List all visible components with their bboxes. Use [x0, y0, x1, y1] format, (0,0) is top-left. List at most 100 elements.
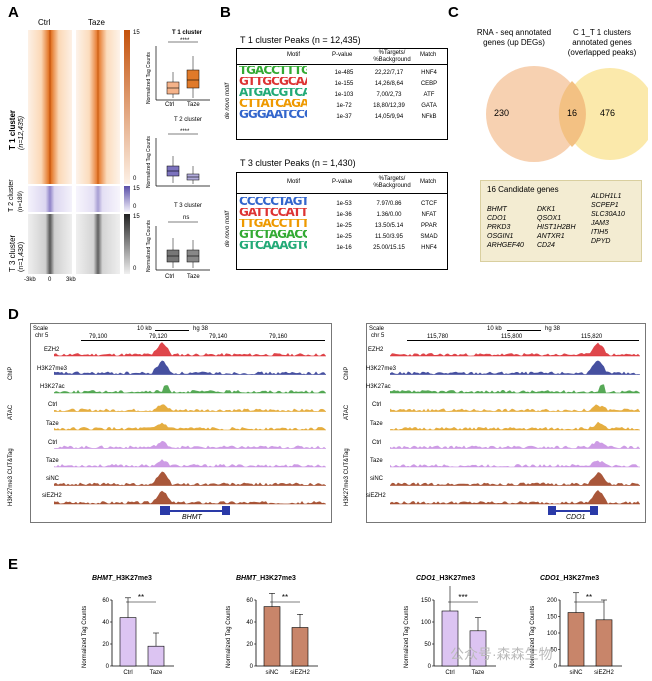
b-t1-title: T 1 cluster Peaks (n = 12,435) [240, 35, 361, 45]
p-value: 1e-103 [325, 89, 363, 100]
p-value: 1e-16 [325, 242, 363, 253]
boxplots-a [148, 28, 218, 290]
y-tick-label: 0 [106, 664, 110, 670]
scale-t3-max: 15 [133, 214, 140, 220]
track-signal-sinc [390, 472, 640, 485]
candidate-genes-box: 16 Candidate genes BHMT CDO1 PRKD3 OSGIN… [480, 180, 642, 262]
b-t3-table: de novo motif Motif P-value %Targets/ %B… [236, 172, 448, 270]
table-row: 1e-1037,00/2,73ATF [325, 89, 443, 100]
heatmap-t2-ctrl [28, 186, 72, 212]
b-t1-logos: TGACCTTTGACC GTTGCGCAAT ATGACGTCAT CTTAT… [239, 66, 307, 121]
panel-a-letter: A [8, 4, 19, 21]
b-t1-side-label: de novo motif [225, 83, 231, 119]
b-t3-side-label: de novo motif [225, 211, 231, 247]
chr-left: chr 5 [35, 333, 48, 339]
table-row: 1e-537.97/0.86CTCF [325, 198, 443, 209]
box-t1-xtaze: Taze [187, 102, 200, 108]
kb-left: 10 kb [137, 326, 152, 332]
b-t1-values: 1e-48522,22/7,17HNF4 1e-15514,26/8,64CEB… [325, 67, 443, 122]
table-row: 1e-3714,05/9,94NFkB [325, 111, 443, 122]
targets: 18,80/12,39 [363, 100, 415, 111]
scale-t3-min: 0 [133, 266, 136, 272]
box-t3-ylabel: Normalized Tag Counts [146, 220, 152, 272]
list-item: CDO1 [487, 214, 524, 223]
heatmap-t3-ctrl [28, 214, 72, 274]
p-value: 1e-25 [325, 231, 363, 242]
kb-bar-right [507, 330, 541, 331]
bar-chart-e2: 0204060siNCsiEZH2** [234, 586, 324, 680]
x-tick-label: Taze [472, 670, 485, 676]
y-tick-label: 20 [246, 642, 253, 648]
match: CTCF [415, 198, 443, 209]
x-tick-label: siNC [266, 670, 280, 676]
scale-t1 [124, 30, 130, 184]
b-t3-hdr-motif: Motif [287, 179, 300, 185]
track-signal-atac-taze [390, 422, 640, 430]
scale-word-right: Scale [369, 326, 384, 332]
gene-exon-bhmt-2 [222, 506, 230, 515]
box-t2-sig: **** [180, 129, 189, 135]
sig-label: ** [138, 593, 144, 602]
track-signal-ct-ctrl [54, 441, 326, 449]
y-tick-label: 20 [102, 642, 109, 648]
table-row: 1e-1625.00/15.15HNF4 [325, 242, 443, 253]
row-t2-label: T 2 cluster [8, 179, 15, 212]
y-tick-label: 40 [246, 620, 253, 626]
b-t3-title: T 3 cluster Peaks (n = 1,430) [240, 158, 356, 168]
panel-e-letter: E [8, 556, 18, 573]
boxplot-t2 [156, 134, 210, 186]
sig-label: *** [458, 593, 467, 602]
p-value: 1e-53 [325, 198, 363, 209]
y-tick-label: 100 [547, 631, 558, 637]
group-chip-left: ChIP [8, 367, 14, 380]
list-item: ITIH5 [591, 228, 625, 237]
track-signal-siezh2 [54, 491, 326, 504]
list-item: CD24 [537, 241, 576, 250]
b-t3-logos: CCCCCTAGTGG GATTCCATTCAA TTGACCTTTG GTCT… [239, 197, 307, 252]
axis-zero: 0 [48, 277, 51, 283]
row-t2-n: (n=189) [18, 191, 24, 212]
chr-right: chr 5 [371, 333, 384, 339]
x-tick-label: siEZH2 [290, 670, 310, 676]
venn-left-count: 230 [494, 108, 509, 118]
track-signal-ct-taze [54, 459, 326, 467]
b-t1-hdr-motif: Motif [287, 52, 300, 58]
targets: 11.50/3.95 [363, 231, 415, 242]
boxplot-t3 [156, 222, 210, 270]
gene-label-bhmt: BHMT [182, 514, 202, 521]
track-signal-h3k27ac [54, 385, 326, 393]
list-item: BHMT [487, 205, 524, 214]
sig-label: ** [586, 593, 592, 602]
scale-t1-min: 0 [133, 176, 136, 182]
gene-col-2: DKK1 QSOX1 HIST1H2BH ANTXR1 CD24 [537, 205, 576, 250]
y-tick-label: 40 [102, 620, 109, 626]
x-tick-label: siNC [570, 670, 584, 676]
bar-siNC [264, 607, 280, 666]
bar-chart-e4: 050100150200siNCsiEZH2** [538, 586, 628, 680]
e2-title: BHMT_H3K27me3 [236, 575, 296, 582]
match: ATF [415, 89, 443, 100]
track-signal-sinc [54, 472, 326, 486]
tracks-left [30, 340, 330, 520]
b-t3-hdr-targets: %Targets/ %Background [369, 176, 415, 190]
targets: 14,26/8,64 [363, 78, 415, 89]
b-t3-logo-4: GTCTAGACCA [239, 230, 307, 241]
targets: 14,05/9,94 [363, 111, 415, 122]
y-tick-label: 60 [246, 598, 253, 604]
box-t2-title: T 2 cluster [174, 117, 202, 123]
table-row: 1e-361.36/0.00NFAT [325, 209, 443, 220]
e3-ylabel: Normalized Tag Counts [404, 606, 410, 668]
targets: 13.50/5.14 [363, 220, 415, 231]
list-item: HIST1H2BH [537, 223, 576, 232]
targets: 25.00/15.15 [363, 242, 415, 253]
list-item: QSOX1 [537, 214, 576, 223]
x-tick-label: Taze [150, 670, 163, 676]
x-tick-label: siEZH2 [594, 670, 614, 676]
y-tick-label: 0 [428, 664, 432, 670]
track-signal-atac-ctrl [390, 404, 640, 411]
bar-chart-e3: 050100150CtrlTaze*** [412, 586, 502, 680]
group-atac-left: ATAC [8, 405, 14, 420]
e3-title: CDO1_H3K27me3 [416, 575, 475, 582]
y-tick-label: 150 [547, 615, 558, 621]
b-t1-logo-4: CTTATCAGA [239, 99, 307, 110]
